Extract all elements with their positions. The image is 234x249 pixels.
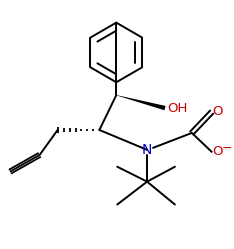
Text: −: − bbox=[222, 142, 232, 155]
Text: N: N bbox=[142, 143, 152, 157]
Text: O: O bbox=[213, 105, 223, 118]
Text: O: O bbox=[213, 145, 223, 158]
Text: OH: OH bbox=[167, 102, 187, 115]
Polygon shape bbox=[116, 95, 165, 110]
